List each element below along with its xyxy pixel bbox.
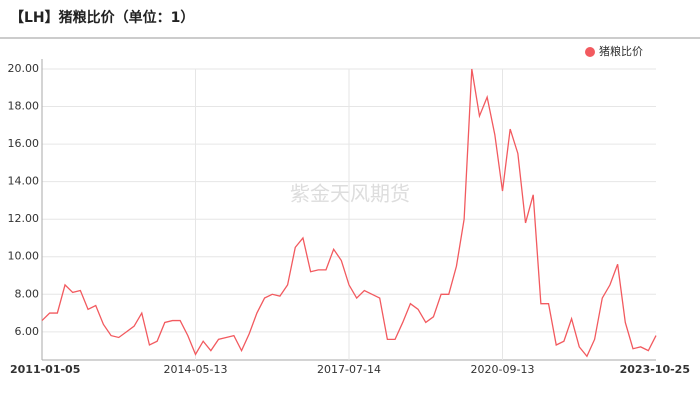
x-tick-label: 2017-07-14 [317, 363, 381, 376]
watermark: 紫金天风期货 [290, 182, 410, 206]
y-tick-label: 8.00 [15, 287, 40, 300]
line [41, 68, 657, 358]
x-tick-label: 2020-09-13 [471, 363, 535, 376]
x-tick-label: 2014-05-13 [164, 363, 228, 376]
x-tick-label: 2011-01-05 [10, 363, 80, 376]
y-tick-label: 6.00 [15, 325, 40, 338]
y-tick-label: 20.00 [8, 62, 40, 75]
y-tick-label: 10.00 [8, 250, 40, 263]
legend-label: 猪粮比价 [599, 44, 643, 58]
y-tick-label: 14.00 [8, 175, 40, 188]
y-tick-label: 18.00 [8, 100, 40, 113]
y-tick-label: 16.00 [8, 137, 40, 150]
chart-title: 【LH】猪粮比价（单位：1） [10, 9, 194, 26]
y-tick-label: 12.00 [8, 212, 40, 225]
x-tick-label: 2023-10-25 [620, 363, 690, 376]
legend-marker [585, 47, 595, 57]
